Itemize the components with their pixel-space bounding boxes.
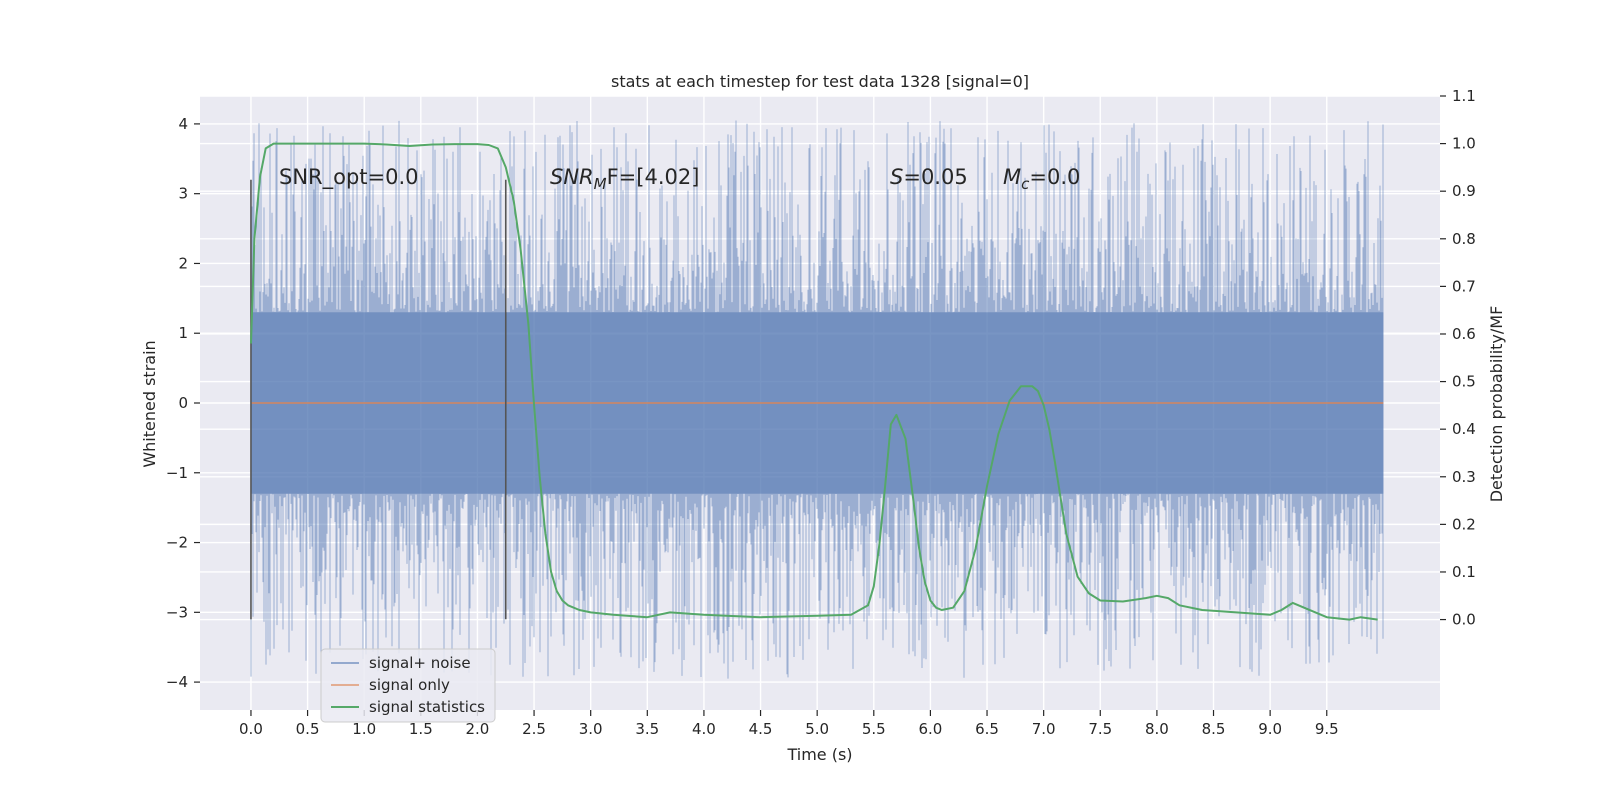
x-tick-label-11: 5.5 <box>862 720 886 738</box>
legend: signal+ noise signal only signal statist… <box>320 648 496 723</box>
x-tick-label-15: 7.5 <box>1088 720 1112 738</box>
x-tick-label-17: 8.5 <box>1202 720 1226 738</box>
x-tick-label-8: 4.0 <box>692 720 716 738</box>
s-base: S <box>890 165 903 189</box>
x-tick-label-1: 0.5 <box>296 720 320 738</box>
y-tick-label-1: −3 <box>166 603 188 621</box>
y2-tick-label-0: 0.0 <box>1452 611 1476 629</box>
y2-axis-ticks: 0.0 0.1 0.2 0.3 0.4 0.5 0.6 0.7 0.8 0.9 1.0 1.1 <box>1440 87 1476 629</box>
x-tick-label-13: 6.5 <box>975 720 999 738</box>
chart-title: stats at each timestep for test data 132… <box>611 72 1029 91</box>
y-tick-label-8: 4 <box>178 115 188 133</box>
x-tick-label-4: 2.0 <box>466 720 490 738</box>
y-tick-label-6: 2 <box>178 254 188 272</box>
y-tick-label-2: −2 <box>166 534 188 552</box>
y2-tick-label-7: 0.7 <box>1452 277 1476 295</box>
x-tick-label-16: 8.0 <box>1145 720 1169 738</box>
y2-tick-label-8: 0.8 <box>1452 230 1476 248</box>
y-axis-label: Whitened strain <box>140 340 159 467</box>
y-tick-label-4: 0 <box>178 394 188 412</box>
x-axis-ticks: 0.0 0.5 1.0 1.5 2.0 2.5 3.0 3.5 4.0 4.5 5.0 5.5 6.0 6… <box>239 710 1339 738</box>
legend-label-signal-only: signal only <box>369 676 450 694</box>
y2-tick-label-3: 0.3 <box>1452 468 1476 486</box>
y2-tick-label-2: 0.2 <box>1452 515 1476 533</box>
y2-tick-label-9: 0.9 <box>1452 182 1476 200</box>
y-tick-label-5: 1 <box>178 324 188 342</box>
snr-mf-sub: M <box>594 175 607 193</box>
snr-mf-base: SNR <box>550 165 594 189</box>
x-tick-label-0: 0.0 <box>239 720 263 738</box>
y-tick-label-3: −1 <box>166 464 188 482</box>
y-axis-ticks: −4 −3 −2 −1 0 1 2 3 4 <box>166 115 200 691</box>
x-tick-label-10: 5.0 <box>805 720 829 738</box>
y2-tick-label-4: 0.4 <box>1452 420 1476 438</box>
y2-tick-label-6: 0.6 <box>1452 325 1476 343</box>
signal-statistics-line <box>250 142 1378 621</box>
legend-label-signal-noise: signal+ noise <box>369 654 471 672</box>
annotation-snr-opt: SNR_opt=0.0 <box>279 165 419 190</box>
y2-tick-label-10: 1.0 <box>1452 135 1476 153</box>
x-tick-label-3: 1.5 <box>409 720 433 738</box>
mc-base: M <box>1003 165 1021 189</box>
x-tick-label-19: 9.5 <box>1315 720 1339 738</box>
y2-tick-label-1: 0.1 <box>1452 563 1476 581</box>
x-tick-label-9: 4.5 <box>749 720 773 738</box>
y-tick-label-7: 3 <box>178 185 188 203</box>
x-tick-label-6: 3.0 <box>579 720 603 738</box>
y2-tick-label-5: 0.5 <box>1452 373 1476 391</box>
x-axis-label: Time (s) <box>786 745 852 764</box>
y-tick-label-0: −4 <box>166 673 188 691</box>
snr-mf-rest: F=[4.02] <box>607 165 700 189</box>
x-tick-label-18: 9.0 <box>1258 720 1282 738</box>
x-tick-label-7: 3.5 <box>635 720 659 738</box>
legend-box <box>320 648 496 723</box>
vertical-markers <box>250 179 507 620</box>
y2-tick-label-11: 1.1 <box>1452 87 1476 105</box>
y2-axis-label: Detection probability/MF <box>1487 306 1506 503</box>
annotation-s: S=0.05 <box>890 165 968 189</box>
annotation-mc: Mc=0.0 <box>1003 165 1080 193</box>
annotation-snr-mf: SNRMF=[4.02] <box>550 165 699 193</box>
s-rest: =0.05 <box>903 165 967 189</box>
legend-label-signal-statistics: signal statistics <box>369 698 485 716</box>
x-tick-label-5: 2.5 <box>522 720 546 738</box>
x-tick-label-12: 6.0 <box>918 720 942 738</box>
mc-rest: =0.0 <box>1029 165 1080 189</box>
mc-sub: c <box>1021 175 1030 193</box>
x-tick-label-14: 7.0 <box>1032 720 1056 738</box>
x-tick-label-2: 1.0 <box>352 720 376 738</box>
